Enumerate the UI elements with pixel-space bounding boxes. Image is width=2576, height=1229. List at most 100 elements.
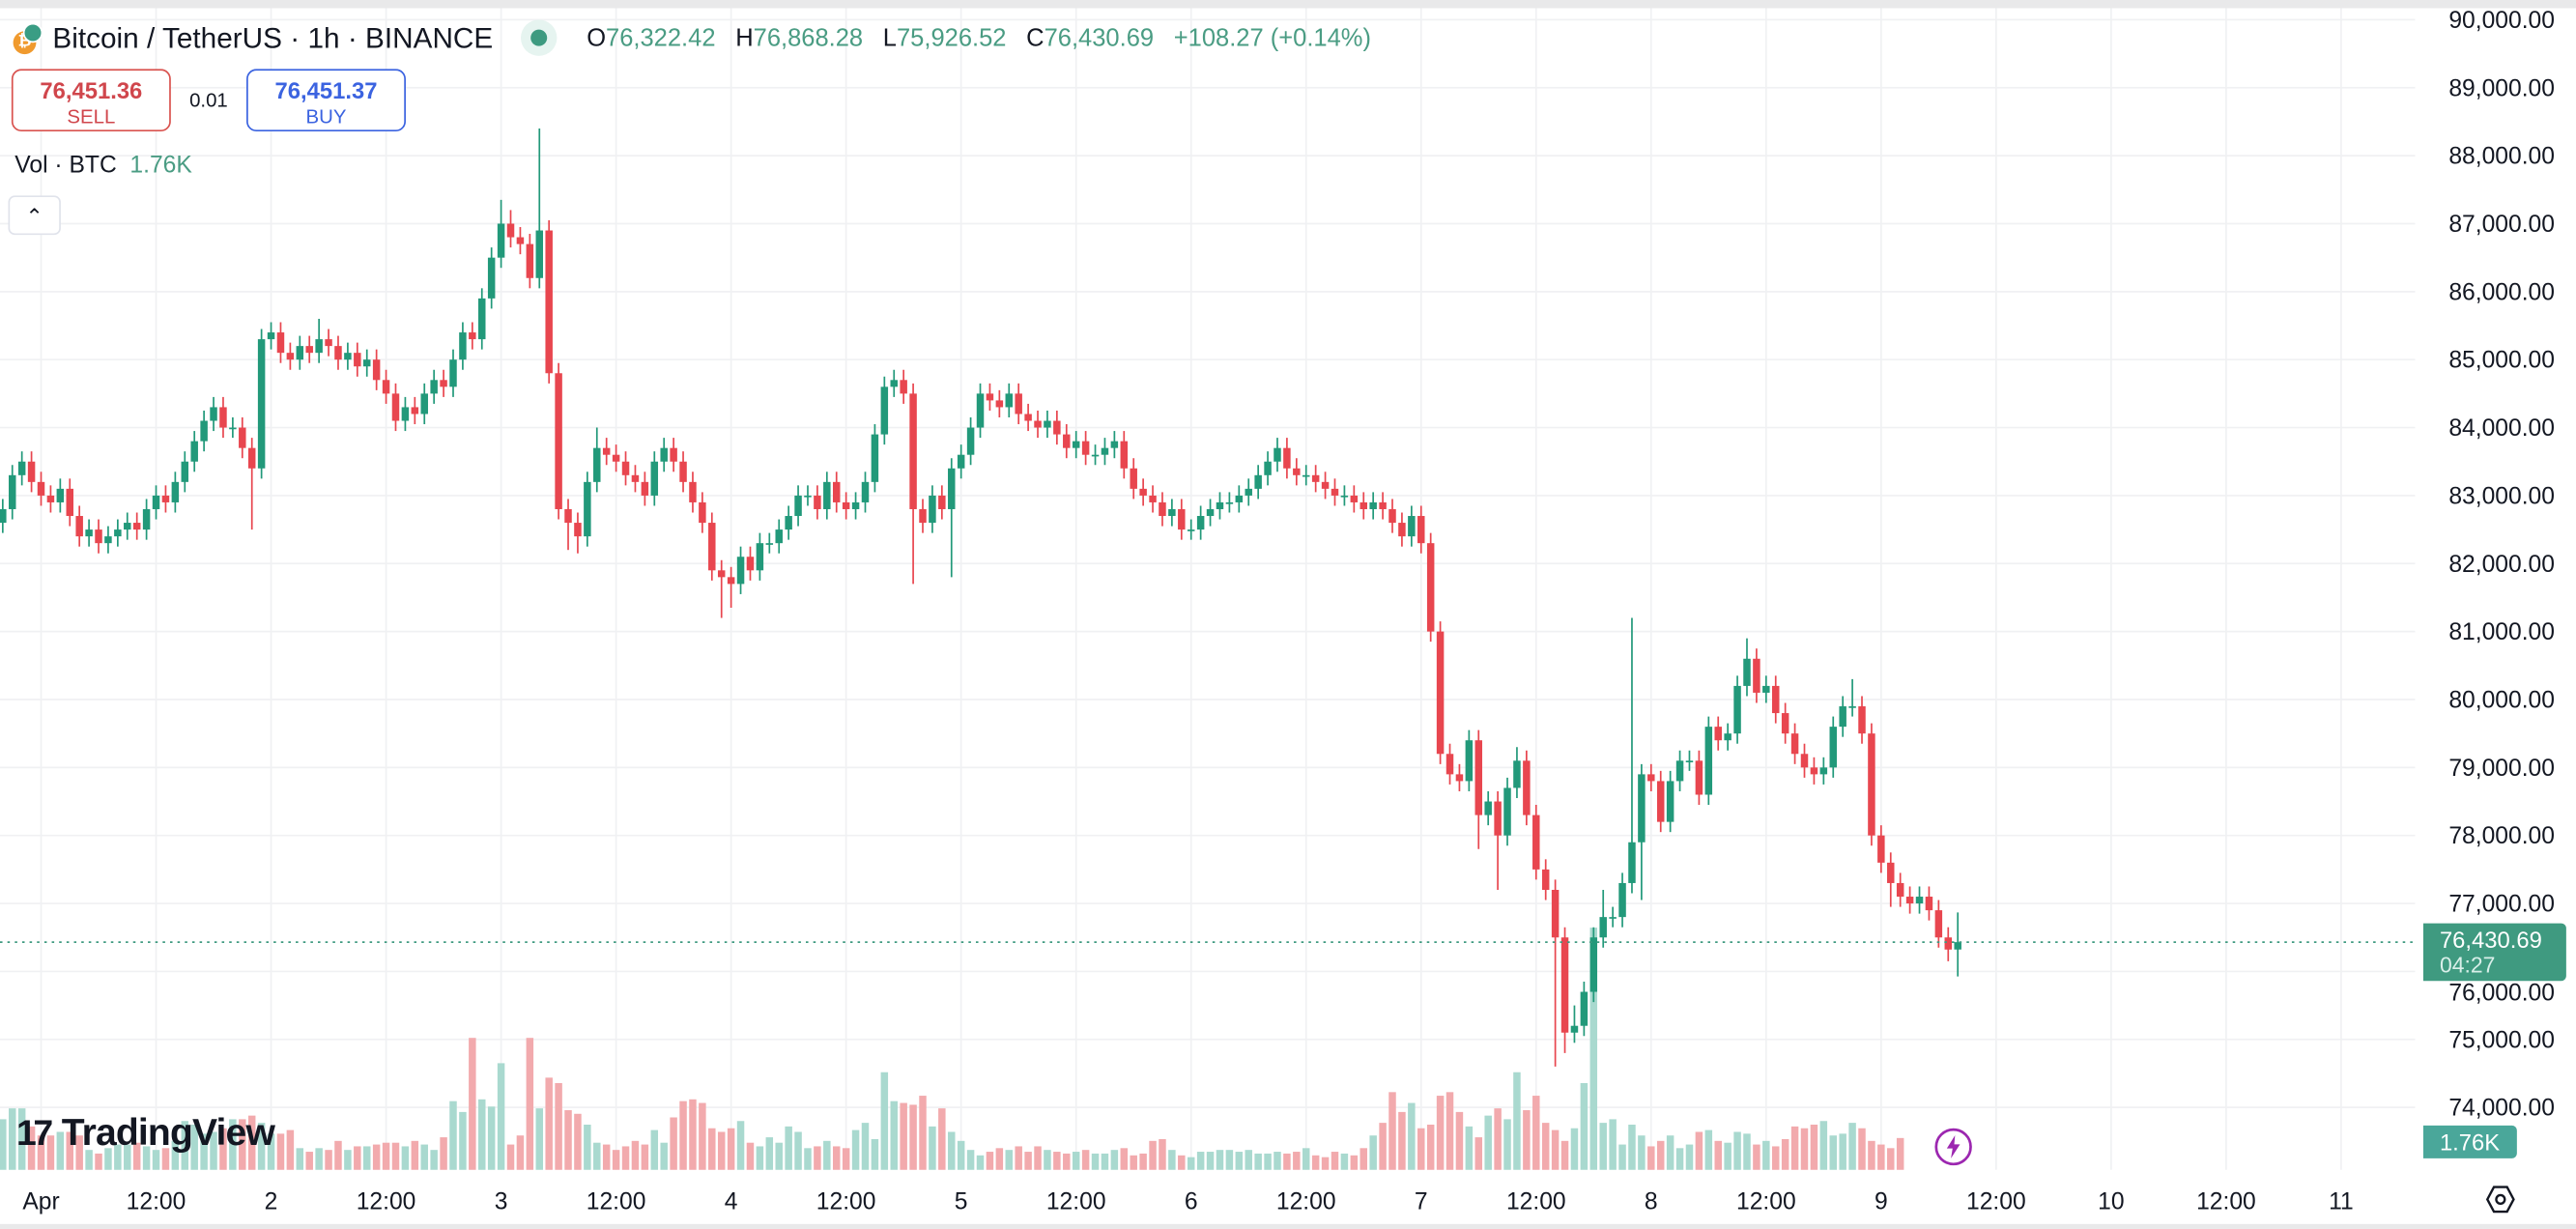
candle-body [334,346,342,360]
candle-body [1072,441,1080,448]
candle-body [17,461,26,475]
candle-body [1245,488,1252,496]
volume-bar [823,1140,831,1170]
candle-body [1551,889,1560,938]
candle-body [919,508,927,524]
candle-body [880,386,889,435]
candle-body [75,516,83,537]
time-tick-label: 12:00 [2196,1189,2256,1215]
candle-body [469,332,476,340]
time-tick-label: 12:00 [127,1189,186,1215]
candle-body [1063,434,1071,448]
candle-body [1465,740,1474,782]
volume-bar [1484,1115,1492,1170]
candle-body [794,495,802,517]
volume-bar [1733,1131,1741,1170]
collapse-legend-button[interactable]: ⌃ [8,195,61,236]
volume-bar [95,1153,102,1170]
volume-bar [1532,1096,1540,1170]
candle-body [785,516,792,530]
market-open-dot-icon[interactable] [521,19,558,56]
volume-bar [814,1146,821,1170]
candle-body [584,481,591,537]
candle-body [1714,727,1722,741]
volume-bar [1274,1152,1281,1170]
lightning-icon[interactable] [1933,1128,1973,1167]
candle-body [1034,420,1042,428]
candle-body [650,461,659,496]
ohlc-values: O76,322.42 H76,868.28 L75,926.52 C76,430… [587,24,1371,52]
volume-bar [1149,1140,1157,1170]
volume-bar [995,1148,1004,1170]
high-value: 76,868.28 [753,23,864,52]
volume-bar [171,1140,180,1170]
volume-bar [0,1119,7,1170]
volume-value-label: 1.76K [2422,1125,2517,1158]
volume-bar [1675,1148,1684,1170]
last-price-label: 76,430.69 04:27 [2422,923,2566,982]
sell-button[interactable]: 76,451.36 SELL [11,69,171,132]
volume-bar [506,1144,515,1170]
candle-body [1254,474,1262,489]
volume-bar [257,1123,266,1170]
volume-bar [1254,1153,1262,1170]
volume-bar [1580,1082,1589,1170]
volume-bar [1120,1148,1129,1170]
volume-bar [420,1144,428,1170]
time-axis[interactable]: Apr 12:00 2 12:00 3 12:00 4 12:00 5 12:00 6 12:00 7 1… [22,1189,2353,1215]
candle-body [699,501,706,524]
volume-bar [621,1146,630,1170]
time-tick-label: 8 [1645,1189,1658,1215]
buy-button[interactable]: 76,451.37 BUY [246,69,406,132]
candle-body [516,237,525,244]
volume-bar [286,1129,295,1170]
volume-bar [1445,1092,1454,1170]
tradingview-logo[interactable]: 17 TradingView [16,1110,275,1156]
volume-bar [1005,1150,1014,1170]
candle-body [161,495,170,502]
candle-body [1474,740,1483,815]
volume-bar [1513,1072,1521,1170]
tradingview-logo-text: TradingView [61,1110,275,1154]
candle-body [708,523,716,571]
price-tick-label: 79,000.00 [2448,756,2555,782]
time-tick-label: 12:00 [1046,1189,1106,1215]
candle-body [1311,474,1320,482]
volume-legend[interactable]: Vol · BTC 1.76K [14,153,192,179]
candle-body [1675,760,1684,782]
price-tick-label: 84,000.00 [2448,415,2555,442]
volume-bar [1656,1140,1665,1170]
volume-bar [66,1131,74,1170]
symbol-title[interactable]: Bitcoin / TetherUS · 1h · BINANCE [52,20,494,54]
candle-body [1178,508,1186,530]
volume-bar [1072,1152,1080,1170]
volume-bar [1206,1152,1215,1170]
candle-body [1858,706,1866,734]
volume-bar [142,1146,151,1170]
time-tick-label: Apr [22,1189,59,1215]
candle-body [229,427,237,430]
buy-price: 76,451.37 [274,76,378,104]
volume-bar [842,1148,850,1170]
price-tick-label: 85,000.00 [2448,348,2555,374]
price-tick-label: 90,000.00 [2448,8,2555,34]
volume-bar [1350,1155,1359,1170]
candle-body [66,488,74,517]
candle-body [1417,516,1425,544]
candle-body [85,529,93,537]
volume-bar [85,1150,93,1170]
price-axis[interactable]: 90,000.00 89,000.00 88,000.00 87,000.00 86,0… [2448,8,2555,1122]
settings-hex-icon[interactable] [2484,1183,2517,1215]
candle-body [257,339,266,469]
candle-body [1445,754,1454,775]
candle-body [315,339,323,354]
volume-bar [37,1135,45,1170]
candle-body [1944,937,1953,950]
time-tick-label: 12:00 [1506,1189,1566,1215]
candle-body [362,359,371,367]
volume-bar [1753,1144,1760,1170]
candle-body [851,501,860,509]
price-tick-label: 89,000.00 [2448,75,2555,101]
volume-bar [1302,1148,1310,1170]
